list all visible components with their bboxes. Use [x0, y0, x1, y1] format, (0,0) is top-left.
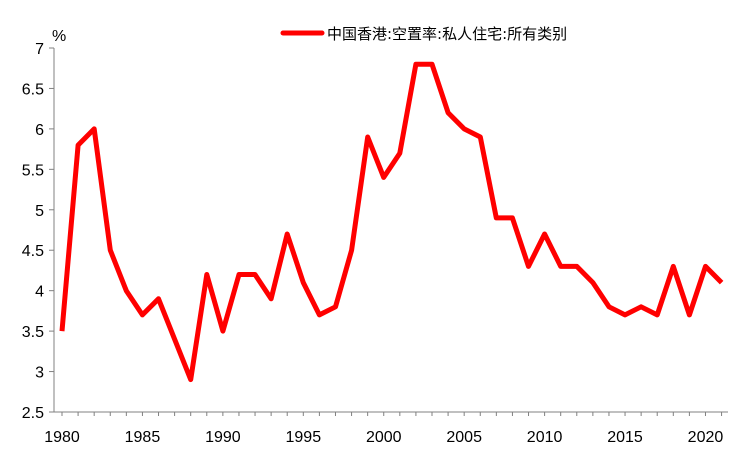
y-tick-label: 6.5 — [22, 81, 44, 98]
tick-labels: 2.5 3 3.5 4 4.5 5 5.5 6 6.5 7 1980 1985 1990 1995 2000… — [22, 41, 724, 446]
y-tick-label: 7 — [35, 41, 44, 58]
y-tick-label: 3.5 — [22, 324, 44, 341]
legend: 中国香港:空置率:私人住宅:所有类别 — [280, 25, 567, 43]
y-tick-label: 4 — [35, 284, 44, 301]
y-tick-label: 6 — [35, 122, 44, 139]
y-tick-label: 3 — [35, 365, 44, 382]
x-tick-label: 2005 — [446, 429, 482, 446]
x-tick-label: 2015 — [607, 429, 643, 446]
x-tick-label: 2020 — [688, 429, 724, 446]
y-tick-label: 5.5 — [22, 162, 44, 179]
x-tick-label: 1985 — [125, 429, 161, 446]
y-tick-label: 4.5 — [22, 243, 44, 260]
y-tick-label: 2.5 — [22, 405, 44, 422]
x-tick-label: 2010 — [527, 429, 563, 446]
y-unit-label: % — [52, 28, 66, 45]
series-layer — [59, 61, 724, 383]
y-tick-label: 5 — [35, 203, 44, 220]
axes — [49, 47, 728, 416]
legend-label: 中国香港:空置率:私人住宅:所有类别 — [327, 25, 567, 43]
x-tick-label: 1980 — [44, 429, 80, 446]
x-tick-label: 1995 — [286, 429, 322, 446]
series-line-0 — [59, 61, 724, 383]
x-tick-label: 2000 — [366, 429, 402, 446]
x-tick-label: 1990 — [205, 429, 241, 446]
